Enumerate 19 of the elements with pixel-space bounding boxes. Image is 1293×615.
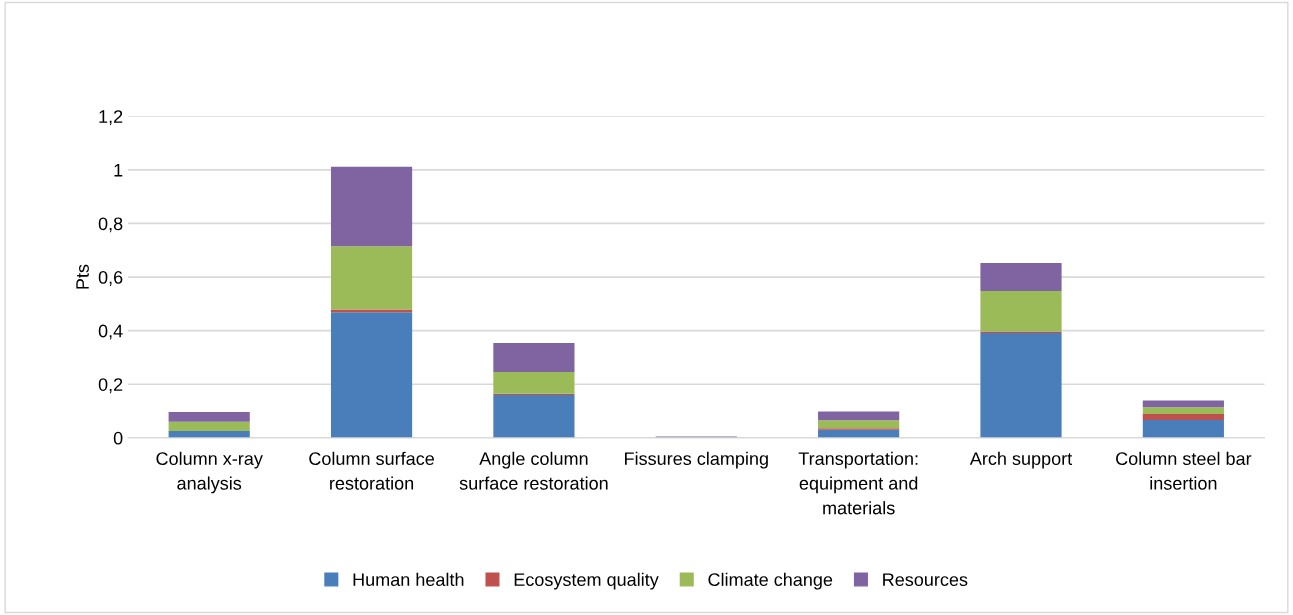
x-tick-label: Fissures clamping [625, 451, 768, 469]
legend-label: Ecosystem quality [514, 572, 659, 590]
y-tick-label: 1 [114, 163, 123, 177]
x-tick-label: Arch support [969, 451, 1073, 469]
y-tick-label: 0,8 [98, 217, 123, 233]
legend-label: Climate change [708, 572, 833, 590]
y-tick-label: 1,2 [99, 110, 123, 126]
legend-label: Human health [353, 572, 464, 587]
y-tick-label: 0 [113, 431, 123, 445]
y-tick-label: 0,4 [98, 324, 123, 340]
y-axis-title: Pts [76, 264, 89, 289]
y-tick-label: 0,6 [98, 270, 123, 286]
x-tick-label: Column surface restoration [309, 451, 434, 490]
x-tick-label: Transportation: equipment and materials [798, 451, 918, 515]
x-tick-label: Angle column surface restoration [459, 451, 608, 490]
x-tick-label: Column x-ray analysis [156, 451, 263, 494]
x-tick-label: Column steel bar insertion [1116, 451, 1252, 490]
legend-label: Resources [883, 573, 968, 587]
y-tick-label: 0,2 [98, 378, 123, 394]
